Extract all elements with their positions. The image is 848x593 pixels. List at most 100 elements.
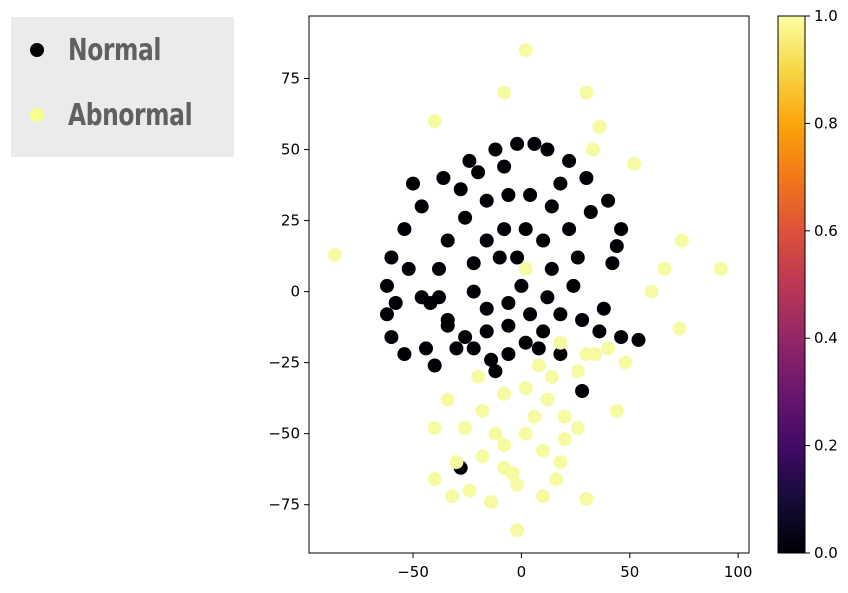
point-abnormal-50 xyxy=(588,347,603,362)
point-abnormal-21 xyxy=(458,421,473,435)
point-normal-18 xyxy=(427,358,442,373)
point-normal-48 xyxy=(479,233,494,248)
point-abnormal-23 xyxy=(497,386,512,401)
point-normal-66 xyxy=(592,324,607,339)
legend-marker-abnormal xyxy=(30,108,44,122)
point-abnormal-29 xyxy=(427,421,442,435)
point-abnormal-28 xyxy=(609,403,624,418)
point-abnormal-42 xyxy=(579,492,594,506)
legend-label-normal: Normal xyxy=(68,32,162,68)
legend-label-abnormal: Abnormal xyxy=(68,97,193,133)
colorbar-frame xyxy=(777,15,806,554)
colorbar-tick-label: 0.6 xyxy=(814,222,838,240)
point-abnormal-52 xyxy=(497,460,512,475)
colorbar-axis: 0.0 0.2 0.4 0.6 0.8 1.0 xyxy=(805,7,838,562)
point-normal-47 xyxy=(497,222,512,237)
point-abnormal-25 xyxy=(540,392,555,407)
point-normal-60 xyxy=(605,256,620,271)
point-normal-58 xyxy=(614,330,629,345)
point-normal-26 xyxy=(553,307,568,322)
point-abnormal-47 xyxy=(544,369,559,384)
legend: Normal Abnormal xyxy=(11,17,234,157)
point-normal-43 xyxy=(540,290,555,305)
point-normal-70 xyxy=(414,290,429,305)
point-normal-21 xyxy=(466,341,481,356)
y-tick-label: 75 xyxy=(281,70,300,88)
point-abnormal-4 xyxy=(592,119,607,134)
point-abnormal-35 xyxy=(553,455,568,470)
point-abnormal-34 xyxy=(536,443,551,458)
point-abnormal-6 xyxy=(627,156,642,171)
point-normal-76 xyxy=(553,176,568,191)
point-normal-65 xyxy=(583,205,598,219)
plot-frame xyxy=(308,15,750,554)
point-abnormal-43 xyxy=(510,523,525,538)
point-normal-14 xyxy=(380,307,394,322)
point-abnormal-12 xyxy=(644,284,659,299)
point-abnormal-22 xyxy=(475,403,490,418)
colorbar-tick-label: 0.4 xyxy=(814,329,838,347)
point-normal-74 xyxy=(471,165,486,180)
x-tick-label: −50 xyxy=(397,563,429,581)
series-normal xyxy=(380,136,646,475)
point-normal-56 xyxy=(575,313,590,327)
point-normal-67 xyxy=(575,384,590,398)
point-normal-4 xyxy=(462,153,477,168)
point-abnormal-7 xyxy=(328,247,342,262)
point-abnormal-14 xyxy=(553,335,568,350)
point-normal-42 xyxy=(523,307,538,322)
point-normal-10 xyxy=(397,222,412,237)
point-normal-40 xyxy=(479,324,494,339)
point-abnormal-31 xyxy=(475,449,490,464)
legend-item-abnormal: Abnormal xyxy=(11,95,227,135)
y-tick-label: −50 xyxy=(268,425,300,443)
point-normal-52 xyxy=(501,296,516,310)
point-normal-75 xyxy=(497,159,512,174)
point-abnormal-16 xyxy=(601,341,616,356)
point-abnormal-9 xyxy=(674,233,689,248)
point-abnormal-37 xyxy=(462,483,477,498)
point-abnormal-19 xyxy=(531,358,546,373)
point-abnormal-11 xyxy=(657,261,672,276)
colorbar-tick-label: 0.8 xyxy=(814,114,838,132)
point-abnormal-49 xyxy=(557,432,572,447)
point-normal-55 xyxy=(492,250,507,265)
y-tick-label: 25 xyxy=(281,212,300,230)
y-tick-label: −75 xyxy=(268,496,300,514)
point-normal-2 xyxy=(488,142,503,157)
point-normal-12 xyxy=(384,250,399,265)
point-abnormal-17 xyxy=(618,355,633,370)
point-abnormal-44 xyxy=(488,426,503,441)
point-normal-28 xyxy=(570,250,585,265)
point-normal-71 xyxy=(401,261,416,276)
point-normal-5 xyxy=(562,153,577,168)
point-abnormal-39 xyxy=(510,477,525,492)
point-normal-69 xyxy=(488,364,503,379)
point-normal-0 xyxy=(510,136,525,151)
point-normal-24 xyxy=(518,335,533,350)
y-tick-label: 50 xyxy=(281,141,300,159)
x-tick-label: 100 xyxy=(724,563,753,581)
point-normal-45 xyxy=(536,233,551,248)
point-normal-20 xyxy=(449,341,464,356)
point-abnormal-32 xyxy=(497,438,512,452)
point-normal-44 xyxy=(544,261,559,276)
point-abnormal-30 xyxy=(449,455,464,470)
point-normal-31 xyxy=(523,188,538,202)
point-abnormal-51 xyxy=(445,489,460,504)
point-abnormal-5 xyxy=(585,142,600,157)
point-abnormal-41 xyxy=(549,472,564,487)
point-abnormal-36 xyxy=(427,472,442,487)
point-abnormal-1 xyxy=(427,114,442,129)
point-normal-13 xyxy=(380,278,394,293)
point-abnormal-38 xyxy=(484,494,499,509)
y-tick-label: −25 xyxy=(268,354,300,372)
point-normal-41 xyxy=(501,318,516,333)
point-normal-23 xyxy=(501,347,516,362)
legend-item-normal: Normal xyxy=(11,30,187,70)
y-tick-label: 0 xyxy=(290,283,300,301)
colorbar xyxy=(778,16,805,553)
point-abnormal-3 xyxy=(579,85,594,100)
point-normal-8 xyxy=(414,199,429,214)
